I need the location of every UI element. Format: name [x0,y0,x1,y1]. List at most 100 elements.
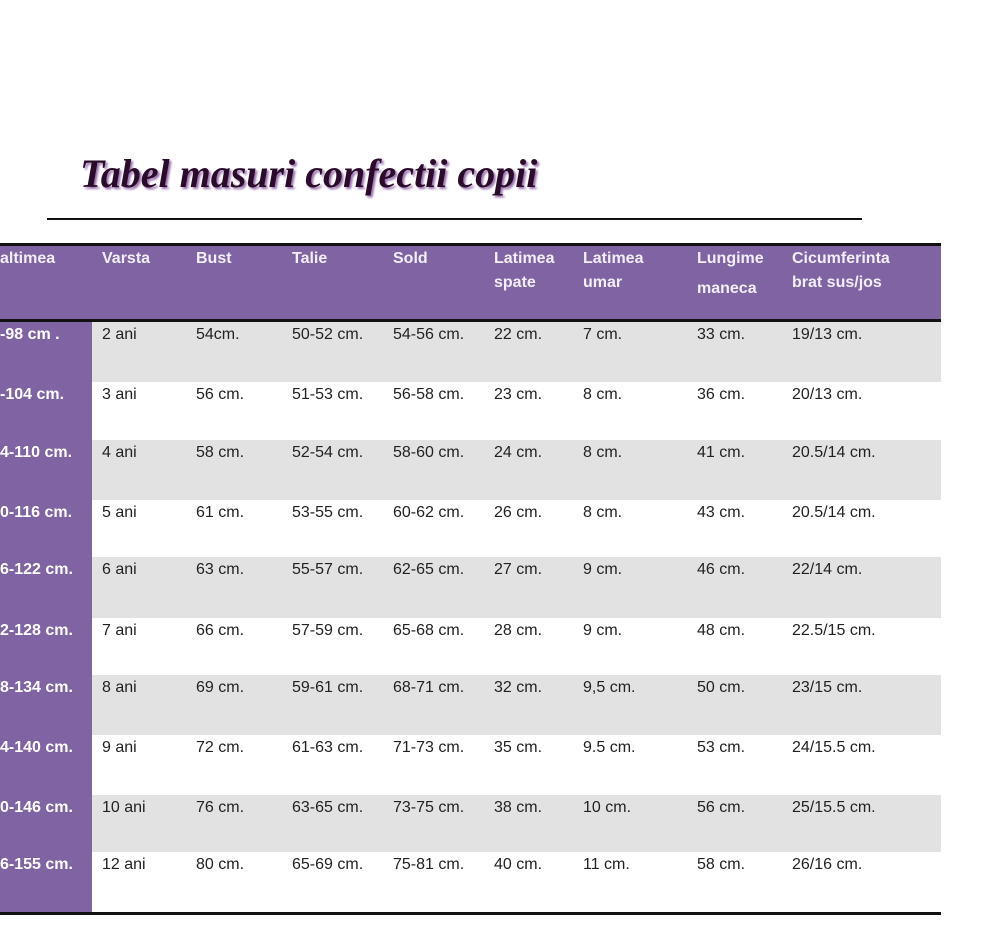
table-cell: 65-69 cm. [292,856,364,873]
table-cell: 11 cm. [583,856,630,873]
table-cell: 25/15.5 cm. [792,799,876,816]
table-cell: 72 cm. [196,739,245,756]
height-cell: 8-134 cm. [0,679,73,696]
table-cell: 20.5/14 cm. [792,504,876,521]
height-cell: 0-116 cm. [0,504,73,521]
table-cell: 20.5/14 cm. [792,444,876,461]
table-cell: 59-61 cm. [292,679,364,696]
table-cell: 7 ani [102,622,137,639]
table-cell: 56 cm. [697,799,746,816]
table-cell: 61 cm. [196,504,245,521]
table-cell: 62-65 cm. [393,561,465,578]
table-cell: 38 cm. [494,799,543,816]
row-bg [0,795,941,852]
table-cell: 73-75 cm. [393,799,465,816]
table-cell: 52-54 cm. [292,444,364,461]
table-cell: 24/15.5 cm. [792,739,876,756]
table-cell: 8 cm. [583,504,623,521]
height-cell: 2-128 cm. [0,622,73,639]
header-cell: Latimea [583,250,644,267]
table-cell: 80 cm. [196,856,245,873]
table-cell: 2 ani [102,326,137,343]
header-cell: spate [494,274,536,291]
table-cell: 9 cm. [583,561,623,578]
table-cell: 50 cm. [697,679,746,696]
table-cell: 7 cm. [583,326,623,343]
table-cell: 23/15 cm. [792,679,863,696]
row-bg [0,382,941,440]
table-cell: 60-62 cm. [393,504,465,521]
table-cell: 24 cm. [494,444,543,461]
table-cell: 26/16 cm. [792,856,863,873]
header-cell: Bust [196,250,232,267]
height-cell: -104 cm. [0,386,65,403]
table-cell: 28 cm. [494,622,543,639]
row-bg [0,675,941,735]
table-cell: 8 cm. [583,386,623,403]
table-cell: 33 cm. [697,326,746,343]
header-cell: Sold [393,250,428,267]
table-cell: 56-58 cm. [393,386,465,403]
table-cell: 9,5 cm. [583,679,636,696]
row-bg [0,440,941,500]
header-cell: umar [583,274,623,291]
table-cell: 23 cm. [494,386,543,403]
row-bg [0,500,941,557]
table-cell: 40 cm. [494,856,543,873]
table-cell: 12 ani [102,856,146,873]
title: Tabel masuri confectii copii [80,151,538,196]
row-bg [0,322,941,382]
table-cell: 68-71 cm. [393,679,465,696]
table-cell: 54cm. [196,326,240,343]
table-cell: 35 cm. [494,739,543,756]
table-cell: 9 ani [102,739,137,756]
row-bg [0,618,941,675]
table-cell: 10 cm. [583,799,632,816]
header-cell: Varsta [102,250,151,267]
row-bg [0,735,941,795]
header-cell: Lungime [697,250,764,267]
table-cell: 48 cm. [697,622,746,639]
table-cell: 51-53 cm. [292,386,364,403]
table-cell: 63 cm. [196,561,245,578]
table-cell: 58-60 cm. [393,444,465,461]
height-cell: 0-146 cm. [0,799,73,816]
table-cell: 22/14 cm. [792,561,863,578]
table-cell: 26 cm. [494,504,543,521]
table-cell: 53 cm. [697,739,746,756]
table-cell: 61-63 cm. [292,739,364,756]
table-cell: 76 cm. [196,799,245,816]
table-cell: 8 ani [102,679,137,696]
header-cell: Cicumferinta [792,250,890,267]
table-cell: 63-65 cm. [292,799,364,816]
height-cell: -98 cm . [0,326,60,343]
table-cell: 22 cm. [494,326,543,343]
header-cell: maneca [697,280,757,297]
table-cell: 75-81 cm. [393,856,465,873]
table-cell: 56 cm. [196,386,245,403]
top-border [0,243,941,246]
table-cell: 58 cm. [196,444,245,461]
table-cell: 3 ani [102,386,137,403]
table-cell: 19/13 cm. [792,326,863,343]
row-bg [0,852,941,912]
table-cell: 20/13 cm. [792,386,863,403]
table-cell: 10 ani [102,799,146,816]
bottom-border [0,912,941,915]
table-cell: 50-52 cm. [292,326,364,343]
table-cell: 4 ani [102,444,137,461]
table-cell: 36 cm. [697,386,746,403]
table-cell: 9 cm. [583,622,623,639]
table-cell: 22.5/15 cm. [792,622,876,639]
table-cell: 8 cm. [583,444,623,461]
table-cell: 71-73 cm. [393,739,465,756]
table-cell: 65-68 cm. [393,622,465,639]
header-cell: brat sus/jos [792,274,882,291]
header-cell: altimea [0,250,56,267]
row-bg [0,557,941,618]
table-cell: 27 cm. [494,561,543,578]
title-rule [47,218,862,220]
table-cell: 32 cm. [494,679,543,696]
table-cell: 5 ani [102,504,137,521]
